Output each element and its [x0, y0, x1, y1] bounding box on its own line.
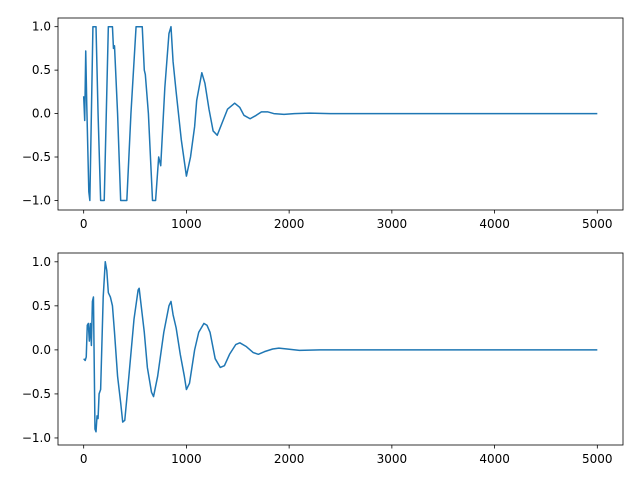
x-tick-label: 2000 [274, 217, 305, 231]
y-tick-label: −0.5 [22, 387, 51, 401]
x-tick-label: 4000 [479, 452, 510, 466]
line [82, 25, 598, 202]
x-tick-label: 5000 [582, 452, 613, 466]
y-tick-label: −1.0 [22, 431, 51, 445]
x-tick-label: 1000 [171, 217, 202, 231]
axes-frame [57, 252, 624, 446]
axes-frame [57, 17, 624, 211]
line [83, 261, 598, 433]
y-tick-label: −1.0 [22, 193, 51, 207]
x-tick-label: 4000 [479, 217, 510, 231]
y-tick-label: 1.0 [32, 20, 51, 34]
x-tick-label: 3000 [377, 217, 408, 231]
x-tick-label: 2000 [274, 452, 305, 466]
y-tick-label: 0.0 [32, 107, 51, 121]
y-tick-label: 0.0 [32, 343, 51, 357]
x-tick-label: 0 [80, 452, 88, 466]
y-tick-label: 0.5 [32, 299, 51, 313]
y-tick-label: 1.0 [32, 255, 51, 269]
x-tick-label: 5000 [582, 217, 613, 231]
x-tick-label: 0 [80, 217, 88, 231]
x-tick-label: 3000 [377, 452, 408, 466]
x-tick-label: 1000 [171, 452, 202, 466]
y-tick-label: 0.5 [32, 63, 51, 77]
y-tick-label: −0.5 [22, 150, 51, 164]
